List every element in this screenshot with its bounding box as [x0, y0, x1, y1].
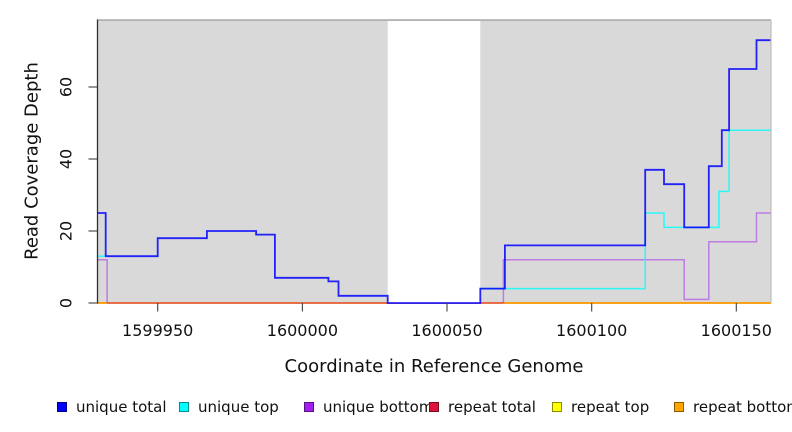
- legend-swatch: [57, 402, 67, 412]
- x-tick-label: 1599950: [122, 321, 194, 340]
- legend-item-unique-top: unique top: [179, 398, 279, 416]
- legend-label: repeat top: [571, 398, 650, 416]
- legend-swatch: [552, 402, 562, 412]
- legend-item-unique-total: unique total: [57, 398, 167, 416]
- legend-swatch: [674, 402, 684, 412]
- x-tick-label: 1600000: [266, 321, 339, 340]
- y-tick-label: 60: [56, 76, 76, 98]
- legend-item-repeat-total: repeat total: [429, 398, 536, 416]
- x-tick-label: 1600050: [411, 321, 483, 340]
- y-tick-label: 40: [56, 148, 76, 170]
- y-tick-label: 20: [56, 220, 76, 242]
- x-tick-label: 1600100: [556, 321, 628, 340]
- legend-label: unique total: [76, 398, 167, 416]
- legend-item-repeat-top: repeat top: [552, 398, 649, 416]
- legend-label: unique bottom: [323, 398, 434, 416]
- legend-label: repeat bottom: [693, 398, 792, 416]
- series-line-unique-bottom: [502, 212, 771, 303]
- x-tick-label: 1600150: [700, 321, 772, 340]
- legend: unique total unique top unique bottom repea…: [0, 398, 792, 422]
- legend-label: unique top: [198, 398, 279, 416]
- legend-item-unique-bottom: unique bottom: [304, 398, 433, 416]
- legend-swatch: [304, 402, 314, 412]
- legend-label: repeat total: [448, 398, 536, 416]
- legend-swatch: [179, 402, 189, 412]
- series-line-unique-total: [97, 39, 771, 304]
- y-tick-label: 0: [56, 297, 76, 309]
- x-axis-label: Coordinate in Reference Genome: [284, 356, 584, 377]
- masked-region: [387, 21, 481, 303]
- legend-swatch: [429, 402, 439, 412]
- y-axis-label: Read Coverage Depth: [21, 62, 43, 260]
- series-line-unique-bottom: [97, 259, 108, 303]
- legend-item-repeat-bottom: repeat bottom: [674, 398, 792, 416]
